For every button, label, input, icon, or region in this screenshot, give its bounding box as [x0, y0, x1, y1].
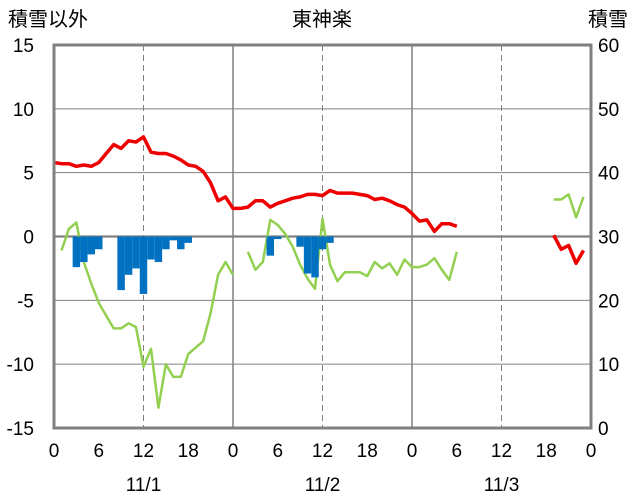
- date-label: 11/1: [126, 475, 162, 496]
- x-tick: 6: [272, 441, 283, 462]
- precip-bar: [169, 236, 178, 241]
- x-tick: 0: [49, 441, 60, 462]
- y-tick-left: 15: [13, 36, 34, 57]
- x-tick: 6: [451, 441, 462, 462]
- x-tick: 0: [407, 441, 418, 462]
- x-tick: 18: [357, 441, 378, 462]
- precip-bar: [162, 236, 170, 250]
- precip-bar: [124, 236, 133, 275]
- precip-bar: [72, 236, 81, 268]
- x-tick: 12: [312, 441, 333, 462]
- y-tick-left: 5: [23, 164, 34, 185]
- date-label: 11/2: [305, 475, 341, 496]
- precip-bar: [296, 236, 304, 247]
- y-tick-left: 10: [13, 100, 34, 121]
- y-tick-left: -15: [7, 419, 34, 440]
- x-tick: 18: [178, 441, 199, 462]
- y-tick-right: 50: [598, 100, 619, 121]
- x-tick: 18: [536, 441, 557, 462]
- y-tick-right: 60: [598, 36, 619, 57]
- y-tick-right: 40: [598, 164, 619, 185]
- x-tick: 6: [93, 441, 104, 462]
- x-tick: 0: [586, 441, 597, 462]
- label-layer: 積雪以外 東神楽 積雪 151050-5-10-1560504030201000…: [7, 8, 628, 496]
- y-tick-left: -10: [7, 355, 34, 376]
- x-tick: 0: [228, 441, 239, 462]
- data-layer: [53, 135, 586, 430]
- plot-frame: [52, 43, 593, 430]
- precip-bar: [147, 236, 155, 260]
- precip-bar: [274, 236, 282, 240]
- precip-bar: [154, 236, 163, 263]
- precip-bar: [177, 236, 185, 250]
- date-label: 11/3: [484, 475, 520, 496]
- y-tick-left: -5: [17, 291, 34, 312]
- y-tick-right: 10: [598, 355, 619, 376]
- precip-bar: [80, 236, 88, 263]
- y-tick-right: 30: [598, 228, 619, 249]
- wind-line: [60, 193, 585, 409]
- precip-bar: [303, 236, 312, 274]
- precip-bar: [87, 236, 96, 255]
- temperature-line: [53, 135, 586, 266]
- precip-bar: [318, 236, 327, 250]
- y-tick-left: 0: [23, 228, 34, 249]
- x-tick: 12: [491, 441, 512, 462]
- y-tick-right: 0: [598, 419, 609, 440]
- precip-bar: [95, 236, 103, 250]
- frame-layer: [52, 43, 593, 430]
- precip-bar: [117, 236, 125, 291]
- precip-bar: [326, 236, 334, 243]
- precip-bar: [184, 236, 192, 243]
- right-axis-label: 積雪: [588, 8, 628, 31]
- y-tick-right: 20: [598, 291, 619, 312]
- precip-bar: [139, 236, 148, 294]
- precip-bar: [132, 236, 140, 269]
- precip-bar: [311, 236, 319, 278]
- chart-title: 東神楽: [292, 8, 352, 31]
- left-axis-label: 積雪以外: [8, 8, 88, 31]
- precip-bar: [266, 236, 275, 256]
- x-tick: 12: [133, 441, 154, 462]
